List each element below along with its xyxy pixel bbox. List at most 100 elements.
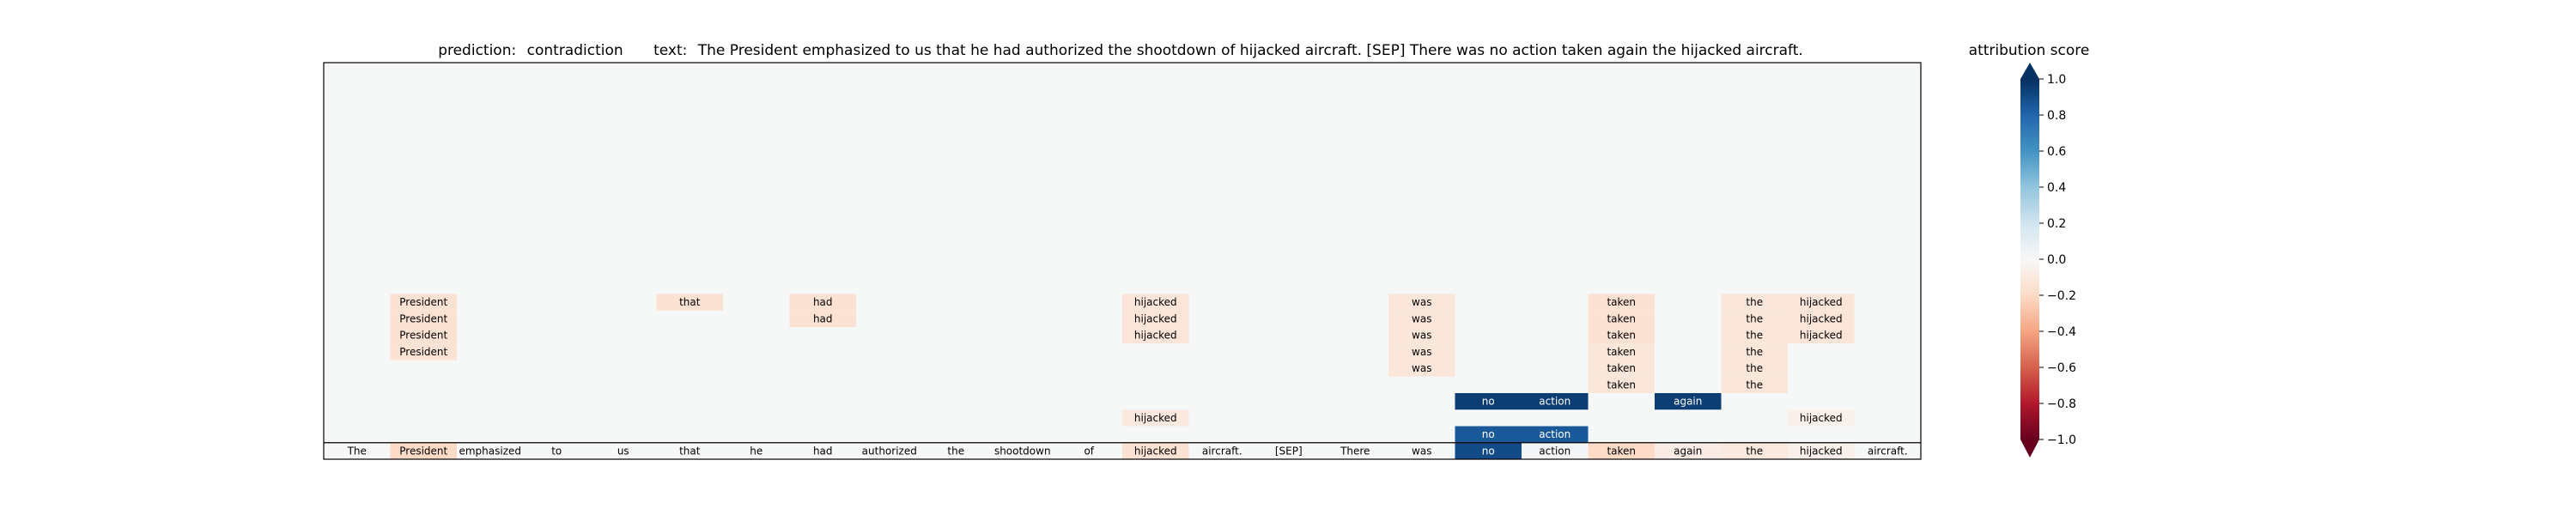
heatmap-cell [1788,409,1855,427]
heatmap-cell-token: hijacked [1134,330,1177,342]
heatmap-cell [390,343,457,360]
heatmap-cell-token: was [1412,362,1431,374]
heatmap-cell [1655,393,1722,410]
heatmap-cell [1788,327,1855,344]
heatmap-cell-fill [1122,294,1189,311]
heatmap-cell-fill [1788,409,1855,427]
colorbar-tick-label: 1.0 [2047,73,2066,87]
colorbar-ticks: 1.0 0.8 0.6 0.4 0.2 0.0 −0.2 −0.4 −0.6 −0.8 −1.0 [2039,73,2076,447]
input-token-label: hijacked [1800,445,1843,457]
heatmap-cell-fill [1388,343,1455,360]
heatmap-cell [1721,310,1788,327]
heatmap-cell-fill [1721,376,1788,393]
input-token-label: was [1412,445,1431,457]
heatmap-cell-token: the [1746,312,1763,324]
heatmap-cell-token: hijacked [1800,412,1843,424]
heatmap-cell-token: taken [1607,346,1636,358]
text-label: text: [653,42,687,59]
heatmap-cell-fill [1388,294,1455,311]
colorbar-extend-top [2020,63,2039,79]
colorbar [2020,63,2039,457]
heatmap-cell-fill [390,442,457,459]
heatmap-cells: no action hijacked hijacked no action again tak… [390,294,1855,443]
text-value: The President emphasized to us that he h… [697,42,1803,59]
heatmap-cell-fill [1522,393,1589,410]
heatmap-cell [1388,360,1455,377]
heatmap-cell-token: had [813,312,833,324]
heatmap-cell-token: again [1674,396,1702,408]
input-token-label: taken [1607,445,1636,457]
heatmap-cell-fill [1788,310,1855,327]
heatmap-cell-fill [1455,426,1522,443]
heatmap-cell [1388,343,1455,360]
input-token-label: the [1746,445,1763,457]
heatmap-cell-token: action [1539,396,1571,408]
heatmap-cell-token: was [1412,346,1431,358]
heatmap-cell [1721,327,1788,344]
heatmap-cell-token: that [679,296,701,308]
heatmap-cell [1721,360,1788,377]
input-token-label: he [750,445,762,457]
input-token-label: again [1674,445,1702,457]
heatmap-cell-token: hijacked [1800,330,1843,342]
heatmap-cell [1788,294,1855,311]
input-token-label: There [1340,445,1370,457]
heatmap-cell-fill [1522,442,1589,459]
input-token-label: that [679,445,701,457]
colorbar-gradient [2020,79,2039,439]
heatmap-cell [390,310,457,327]
heatmap-cell [1721,294,1788,311]
input-token-label: aircraft. [1868,445,1908,457]
heatmap-cell [1588,343,1655,360]
heatmap-cell-token: had [813,296,833,308]
heatmap-cell-token: taken [1607,362,1636,374]
input-token-label: no [1482,445,1495,457]
heatmap-cell-token: taken [1607,312,1636,324]
input-token-cell [1588,442,1655,459]
heatmap-cell-token: President [399,346,447,358]
heatmap-cell-fill [1588,310,1655,327]
heatmap-cell-token: the [1746,346,1763,358]
input-token-label: of [1084,445,1094,457]
heatmap-cell-token: taken [1607,296,1636,308]
input-token-cell [324,442,391,459]
heatmap-cell-token: was [1412,330,1431,342]
input-token-label: [SEP] [1275,445,1303,457]
input-token-label: us [617,445,629,457]
heatmap-cell-fill [1588,360,1655,377]
heatmap-cell-token: hijacked [1800,312,1843,324]
heatmap-cell [656,294,723,311]
heatmap-cell [1122,310,1189,327]
input-token-label: action [1539,445,1571,457]
input-token-label: the [947,445,964,457]
heatmap-cell-fill [1788,327,1855,344]
colorbar-label: attribution score [1969,42,2090,59]
heatmap-cell-token: taken [1607,379,1636,391]
colorbar-extend-bottom [2020,439,2039,457]
heatmap-cell-fill [1122,442,1189,459]
heatmap-cell [1455,426,1522,443]
heatmap-cell [1721,376,1788,393]
heatmap-cell-fill [390,294,457,311]
heatmap-cell [1588,327,1655,344]
heatmap-cell [1522,426,1589,443]
heatmap-cell-fill [656,294,723,311]
chart-title: prediction: contradiction text: The Pres… [438,42,1803,59]
colorbar-tick-label: 0.4 [2047,181,2066,195]
input-token-label: The [347,445,367,457]
heatmap-cell [789,310,856,327]
input-token-cell [1655,442,1722,459]
heatmap-cell-token: was [1412,296,1431,308]
heatmap-cell-token: hijacked [1134,312,1177,324]
heatmap-cell-fill [1122,409,1189,427]
heatmap-cell-fill [1455,442,1522,459]
heatmap-cell-fill [1721,343,1788,360]
heatmap-cell [1588,376,1655,393]
heatmap-cell-token: hijacked [1134,296,1177,308]
heatmap-cell-token: President [399,312,447,324]
heatmap-cell-fill [1721,360,1788,377]
input-token-cell [1522,442,1589,459]
heatmap-cell-fill [390,310,457,327]
input-token-cell [1721,442,1788,459]
colorbar-tick-label: 0.2 [2047,217,2066,231]
